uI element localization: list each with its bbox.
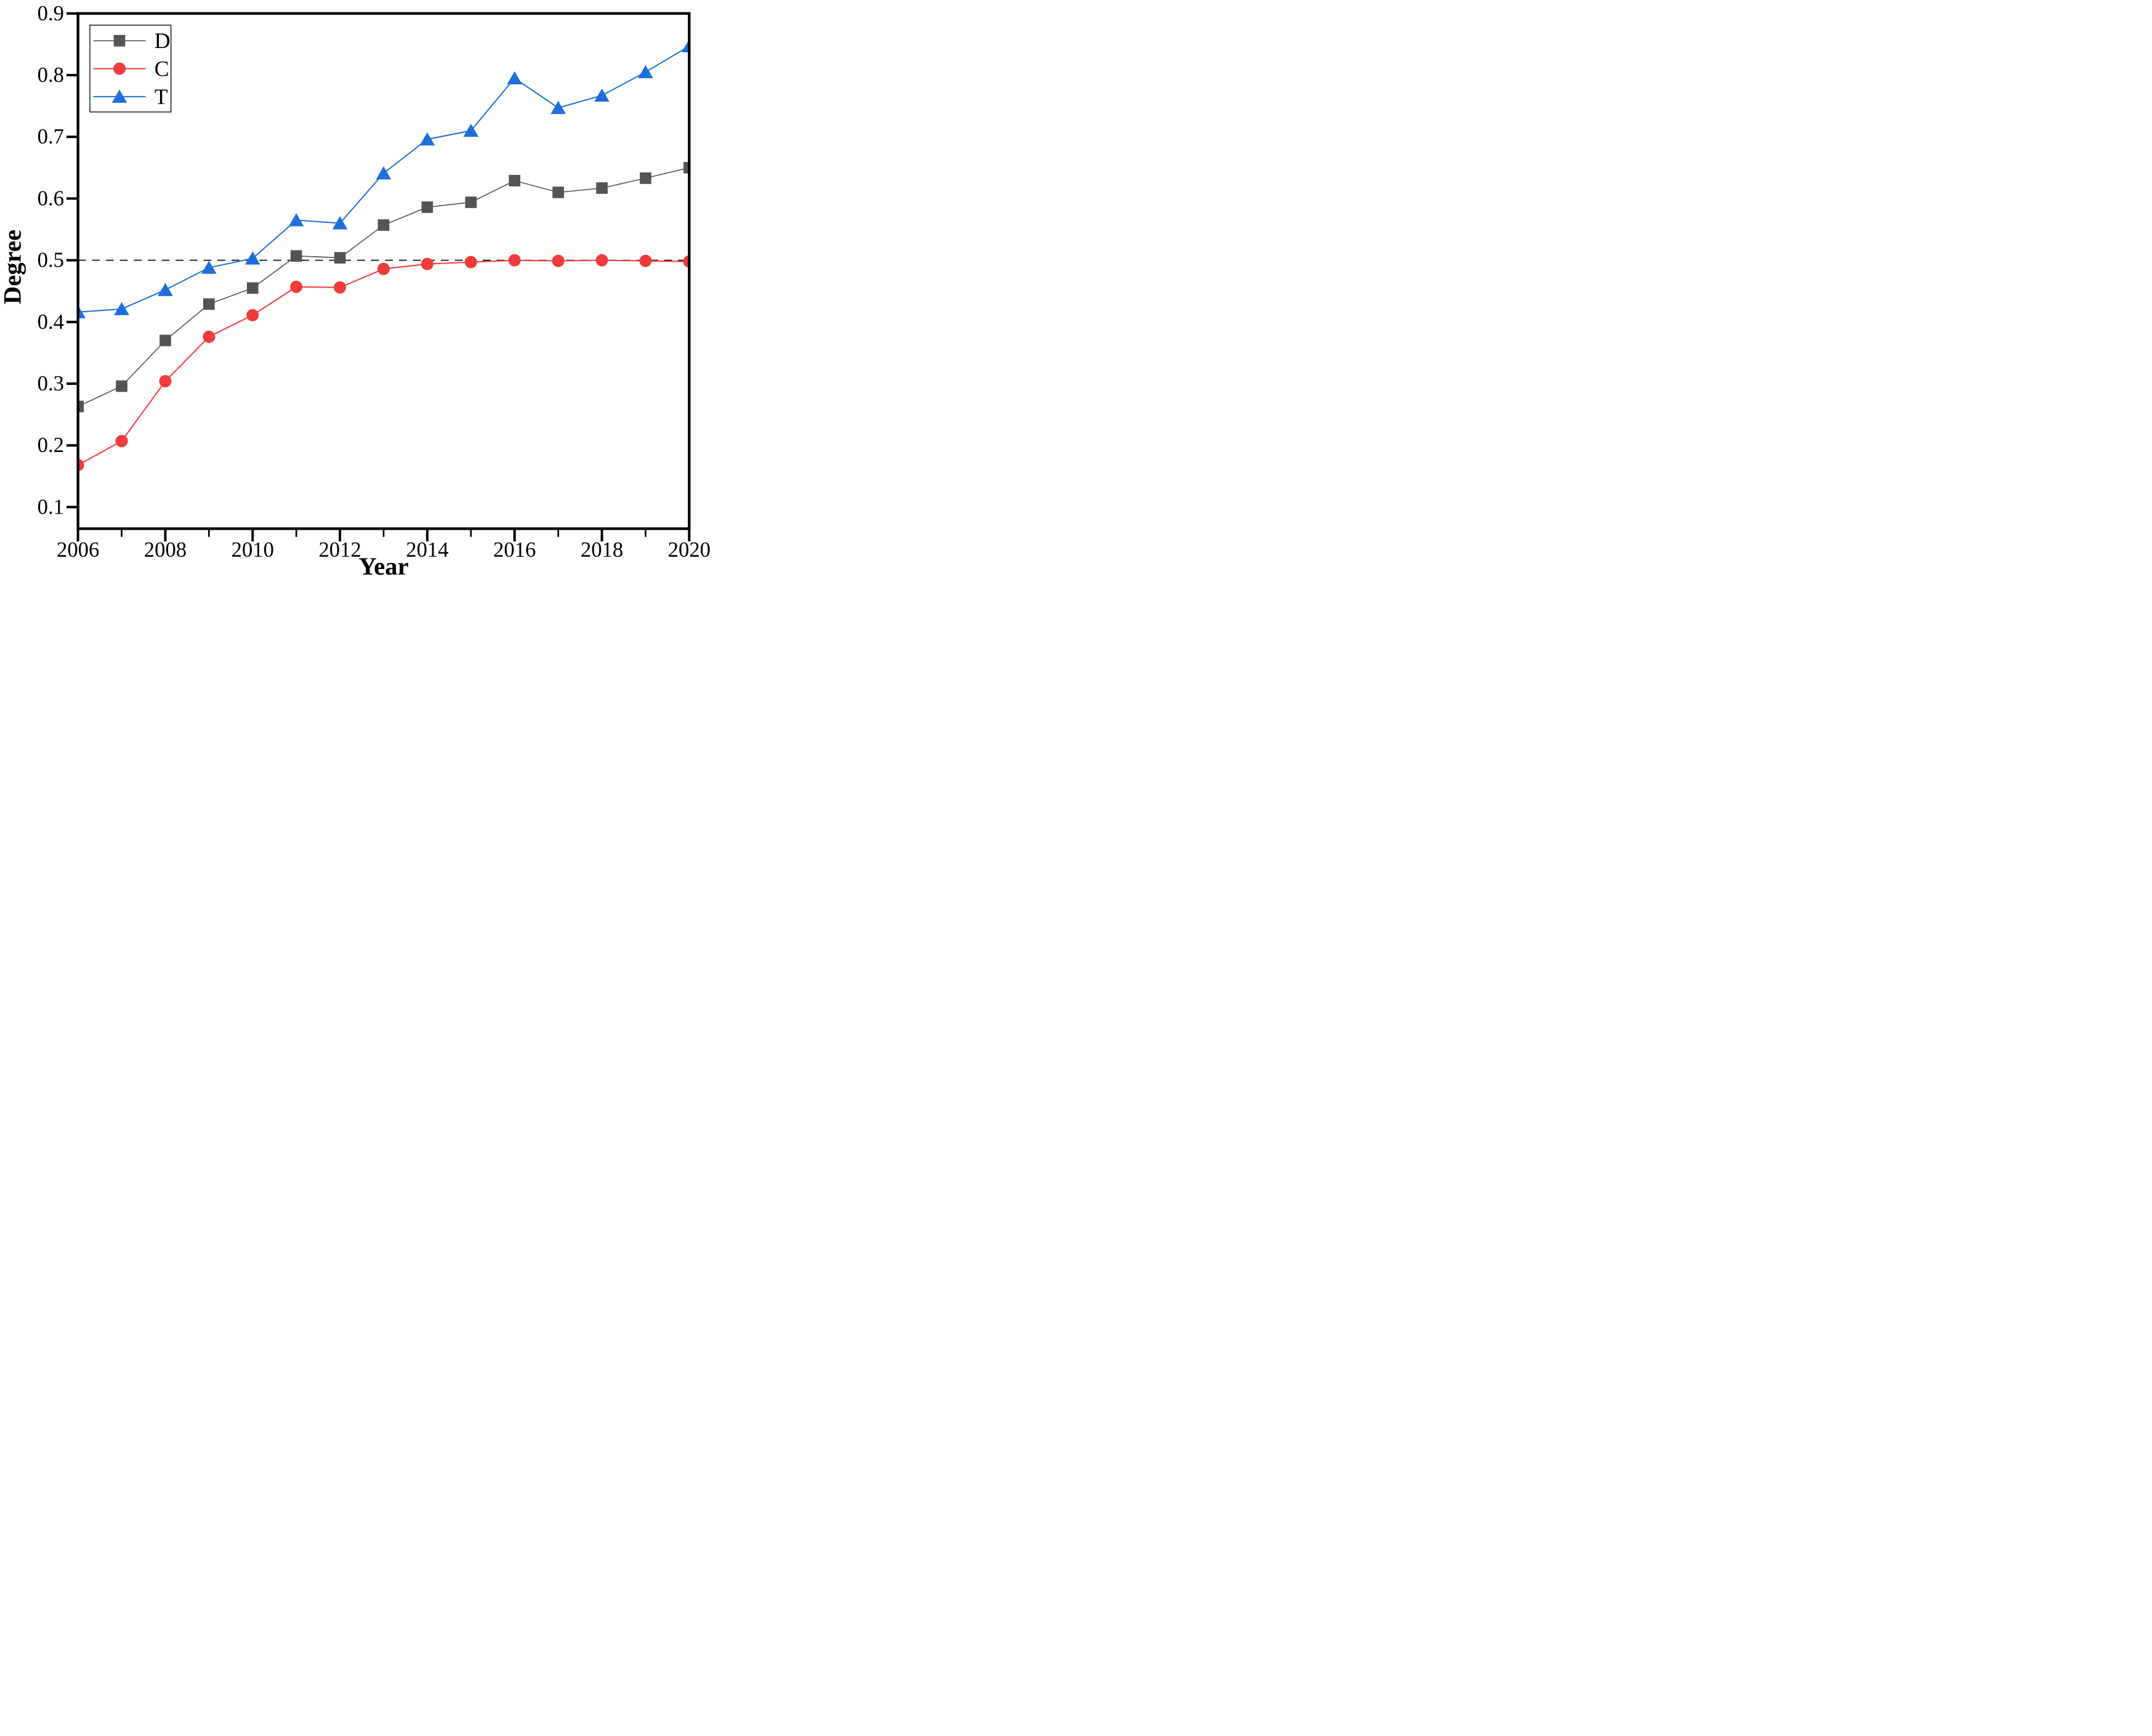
circle-marker <box>508 254 521 267</box>
x-tick-label: 2012 <box>318 538 361 562</box>
y-tick-label: 0.1 <box>38 495 64 519</box>
triangle-marker <box>507 71 523 85</box>
legend-label: C <box>155 57 169 81</box>
square-marker <box>421 201 433 213</box>
triangle-marker <box>682 39 690 52</box>
y-tick-label: 0.9 <box>38 2 64 25</box>
square-marker <box>246 282 259 294</box>
x-tick-label: 2014 <box>406 538 448 562</box>
y-tick-label: 0.2 <box>38 434 64 457</box>
circle-marker <box>552 254 565 267</box>
triangle-marker <box>376 166 392 180</box>
circle-marker <box>246 309 259 321</box>
square-marker <box>640 172 651 184</box>
square-marker <box>203 298 215 310</box>
circle-marker <box>115 435 128 448</box>
square-marker <box>465 196 477 208</box>
square-marker <box>290 250 302 262</box>
circle-marker <box>203 330 216 343</box>
y-tick-label: 0.4 <box>38 310 64 334</box>
triangle-marker <box>78 305 86 318</box>
circle-marker <box>639 254 652 267</box>
circle-marker <box>683 255 690 268</box>
series-C <box>78 254 690 472</box>
legend-entry-T: T <box>93 84 168 109</box>
y-tick-label: 0.8 <box>38 63 64 87</box>
circle-marker <box>290 280 303 293</box>
circle-marker <box>334 281 347 294</box>
figure-container: 0.9 0.8 0.7 0.6 0.5 0.4 0.3 0.2 0.1 2006 2008 2010 2… <box>0 0 717 579</box>
legend-label: T <box>155 84 168 109</box>
y-tick-label: 0.5 <box>38 249 64 272</box>
x-tick-label: 2010 <box>232 538 274 562</box>
square-marker <box>159 334 171 347</box>
triangle-marker <box>594 88 610 102</box>
circle-marker <box>421 257 433 270</box>
square-marker <box>334 252 346 264</box>
plot-border <box>76 12 691 530</box>
circle-marker <box>464 256 477 268</box>
series-T <box>78 39 690 318</box>
circle-marker <box>159 375 172 388</box>
triangle-marker <box>244 251 260 265</box>
legend: DCT <box>89 25 172 113</box>
x-tick-label: 2016 <box>493 538 536 562</box>
triangle-marker <box>201 260 217 274</box>
triangle-marker <box>419 132 435 146</box>
circle-marker <box>113 62 126 75</box>
square-marker <box>116 380 127 392</box>
triangle-marker <box>111 89 127 103</box>
square-marker <box>509 175 521 187</box>
y-axis-title: Degree <box>0 230 26 304</box>
circle-marker <box>377 262 390 275</box>
square-marker <box>596 182 608 194</box>
line-chart-figure: 0.9 0.8 0.7 0.6 0.5 0.4 0.3 0.2 0.1 2006 2008 2010 2… <box>0 2 711 579</box>
square-marker <box>683 161 690 174</box>
series-D <box>78 161 690 413</box>
square-marker <box>552 187 564 198</box>
x-tick-label: 2018 <box>581 538 623 562</box>
square-marker <box>377 219 390 231</box>
triangle-marker <box>288 213 304 227</box>
x-tick-label: 2008 <box>144 538 187 562</box>
triangle-marker <box>463 123 479 137</box>
triangle-marker <box>114 302 129 315</box>
triangle-marker <box>158 283 173 296</box>
x-axis-title: Year <box>358 552 408 579</box>
axes: 0.9 0.8 0.7 0.6 0.5 0.4 0.3 0.2 0.1 2006 2008 2010 2… <box>0 2 711 579</box>
y-tick-label: 0.6 <box>38 187 64 210</box>
triangle-marker <box>638 65 653 79</box>
triangle-marker <box>332 216 348 230</box>
legend-label: D <box>155 28 171 53</box>
x-tick-label: 2006 <box>57 538 99 562</box>
circle-marker <box>595 254 608 267</box>
x-tick-label: 2020 <box>668 538 711 562</box>
y-tick-label: 0.3 <box>38 372 64 395</box>
legend-entry-D: D <box>93 28 171 53</box>
circle-marker <box>78 459 84 472</box>
triangle-marker <box>550 100 566 115</box>
y-tick-label: 0.7 <box>38 125 64 148</box>
square-marker <box>78 400 84 413</box>
legend-entry-C: C <box>93 57 169 81</box>
square-marker <box>113 34 126 47</box>
